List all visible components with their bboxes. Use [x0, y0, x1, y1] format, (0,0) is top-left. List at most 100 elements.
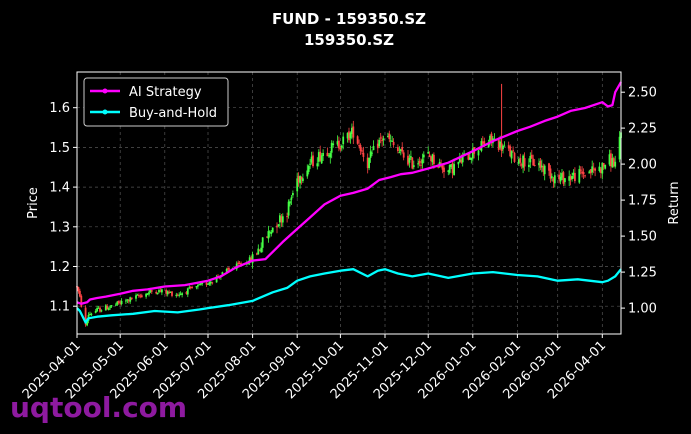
candle-body: [161, 289, 163, 293]
candle-body: [221, 272, 224, 275]
candle-body: [199, 283, 202, 285]
candle-body: [89, 313, 91, 316]
candle-body: [238, 262, 241, 265]
y2-tick-label: 1.50: [628, 230, 657, 245]
candle-body: [156, 292, 159, 295]
candle-body: [290, 197, 293, 200]
y-axis-label: Price: [26, 187, 41, 219]
candle-body: [614, 161, 617, 167]
candle-body: [251, 254, 254, 264]
y-tick-label: 1.3: [49, 220, 70, 235]
y2-tick-label: 1.75: [628, 194, 657, 209]
candle-body: [428, 154, 431, 157]
candle-body: [268, 231, 271, 233]
candle-body: [430, 156, 432, 162]
candle-body: [391, 140, 394, 142]
candle-body: [458, 157, 461, 162]
candle-body: [104, 305, 107, 311]
candle-body: [601, 162, 604, 174]
candle-body: [371, 152, 373, 154]
candle-body: [507, 145, 510, 149]
candle-body: [356, 136, 359, 144]
y2-tick-label: 1.00: [628, 302, 657, 317]
candle-body: [201, 283, 204, 284]
candle-body: [392, 141, 395, 146]
candle-body: [140, 295, 143, 298]
candle-body: [358, 145, 360, 147]
candle-body: [611, 158, 614, 168]
candle-body: [352, 126, 355, 138]
candle-body: [421, 159, 424, 164]
candle-body: [602, 163, 605, 167]
candle-body: [481, 141, 484, 144]
candle-body: [125, 300, 127, 302]
candle-body: [120, 300, 123, 305]
candle-body: [129, 297, 132, 302]
candle-body: [594, 168, 596, 171]
candle-body: [410, 156, 412, 158]
candle-body: [126, 299, 129, 301]
candle-body: [532, 158, 535, 166]
candle-body: [110, 305, 113, 307]
candle-body: [94, 311, 97, 313]
candle-body: [260, 247, 263, 253]
candle-body: [487, 142, 490, 148]
candle-body: [227, 267, 229, 270]
candle-body: [422, 154, 425, 158]
y-tick-label: 1.1: [49, 300, 70, 315]
y-ticks: 1.1 1.2 1.3 1.4 1.5 1.6: [49, 101, 77, 315]
candle-body: [198, 284, 201, 286]
candle-body: [379, 137, 382, 139]
candle-body: [270, 232, 273, 234]
legend-label-ai-strategy: AI Strategy: [129, 85, 202, 100]
candle-body: [312, 155, 314, 167]
candle-body: [250, 257, 252, 261]
candle-body: [509, 146, 512, 157]
candle-body: [461, 156, 464, 163]
candle-body: [171, 291, 173, 296]
candle-body: [610, 153, 612, 167]
candle-body: [411, 157, 414, 169]
candle-body: [549, 168, 552, 179]
y-tick-label: 1.2: [49, 260, 70, 275]
series-line-ai-strategy: [76, 81, 622, 305]
y2-tick-label: 2.50: [628, 86, 657, 101]
candle-body: [340, 145, 343, 148]
candle-body: [552, 178, 555, 182]
candle-body: [528, 164, 530, 167]
candle-body: [289, 201, 291, 204]
y-tick-label: 1.4: [49, 181, 70, 196]
legend-marker-buy-and-hold: [102, 109, 108, 115]
candle-body: [186, 288, 189, 295]
candle-body: [447, 170, 450, 172]
candle-body: [368, 157, 370, 169]
candle-body: [451, 163, 454, 174]
legend-label-buy-and-hold: Buy-and-Hold: [129, 106, 217, 121]
candle-body: [399, 149, 402, 152]
candle-body: [135, 295, 137, 299]
candle-body: [361, 150, 363, 152]
candle-body: [277, 224, 280, 226]
candle-body: [502, 145, 504, 150]
candle-body: [499, 141, 501, 148]
candle-body: [592, 168, 595, 170]
candle-body: [551, 176, 553, 179]
candle-body: [328, 155, 330, 157]
candle-body: [543, 165, 546, 175]
candle-body: [453, 164, 455, 175]
candle-body: [381, 140, 383, 142]
candle-body: [588, 171, 591, 174]
candle-body: [145, 293, 147, 297]
candle-body: [351, 127, 353, 134]
candle-body: [477, 150, 480, 156]
candle-body: [181, 293, 183, 295]
candle-body: [287, 201, 290, 216]
candle-body: [332, 143, 335, 145]
candle-body: [271, 227, 274, 233]
candle-body: [460, 159, 463, 163]
candle-body: [408, 157, 411, 163]
candle-body: [329, 153, 332, 158]
candle-body: [109, 306, 111, 308]
candle-body: [369, 151, 372, 158]
